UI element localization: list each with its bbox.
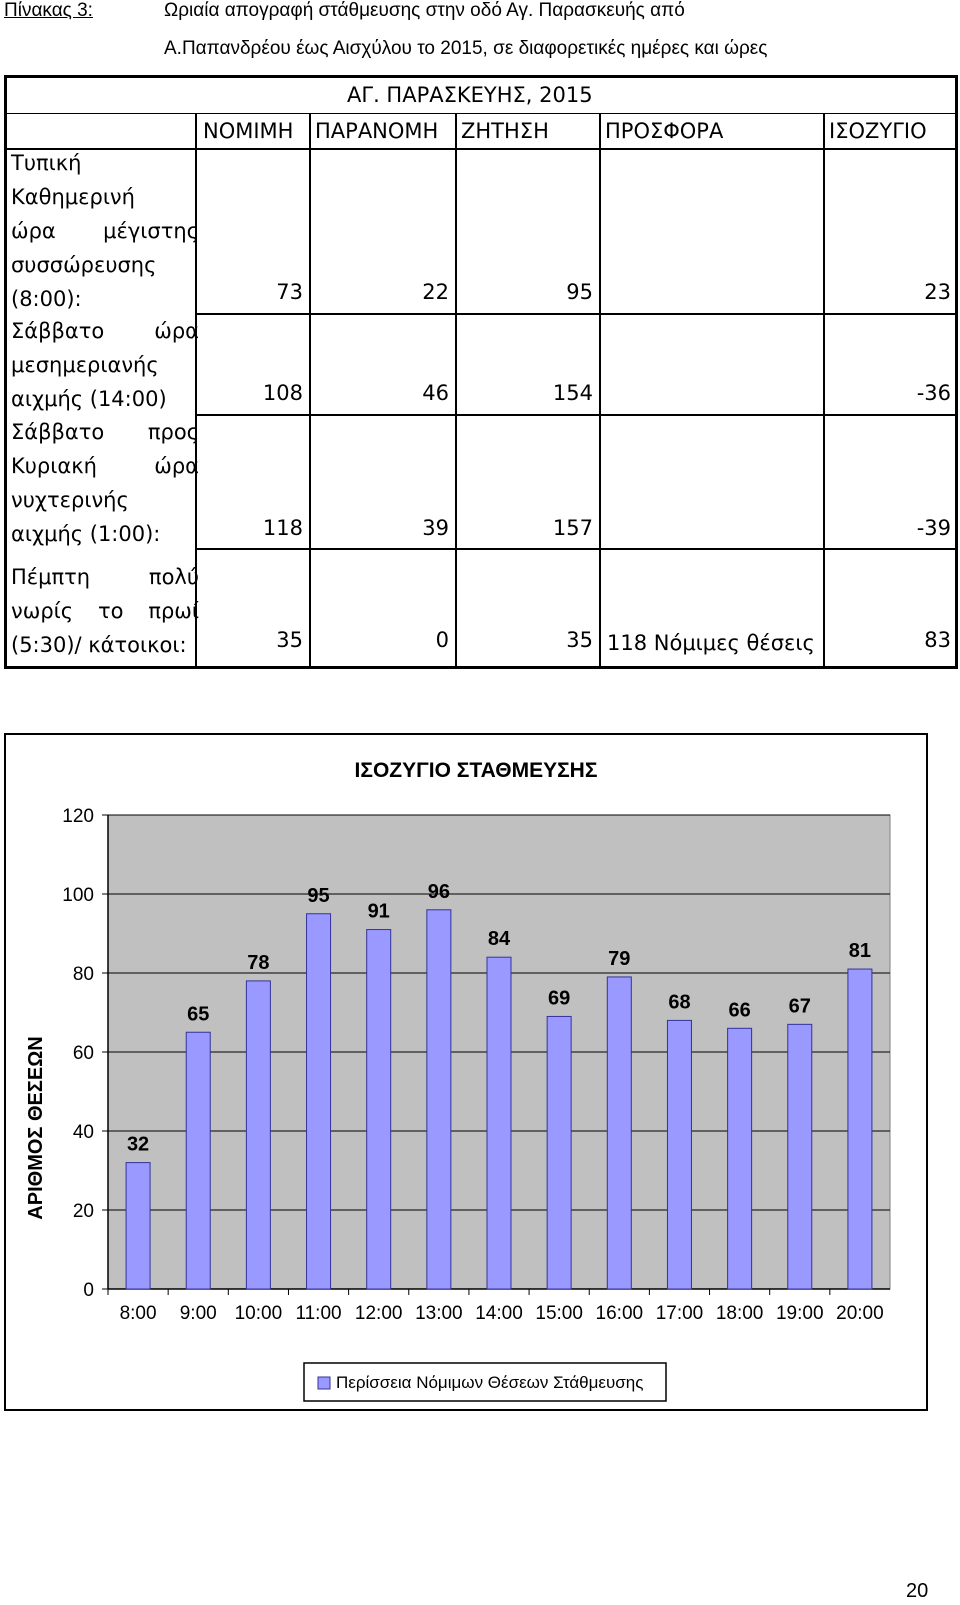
bar	[847, 968, 873, 1290]
row-label-weekday-peak: Τυπική Καθημερινή ώρα μέγιστης συσσώρευσ…	[11, 151, 199, 311]
parking-balance-chart: ΙΣΟΖΥΓΙΟ ΣΤΑΘΜΕΥΣΗΣ ΑΡΙΘΜΟΣ ΘΕΣΕΩΝ 0 20 40…	[25, 759, 891, 1402]
chart-frame: ΙΣΟΖΥΓΙΟ ΣΤΑΘΜΕΥΣΗΣ ΑΡΙΘΜΟΣ ΘΕΣΕΩΝ 0 20 40…	[4, 733, 928, 1411]
x-tick-label: 9:00	[180, 1303, 217, 1324]
x-tick-label: 15:00	[535, 1303, 583, 1324]
chart-legend: Περίσσεια Νόμιμων Θέσεων Στάθμευσης	[303, 1362, 667, 1402]
data-label: 84	[488, 928, 511, 950]
bar	[727, 1027, 753, 1290]
x-tick-label: 10:00	[235, 1303, 283, 1324]
cell-zitisi: 154	[552, 381, 593, 405]
bar	[366, 929, 392, 1290]
data-label: 91	[368, 901, 390, 923]
x-tick-label: 20:00	[836, 1303, 884, 1324]
y-tick-label: 40	[73, 1122, 94, 1143]
cell-paranomi: 22	[422, 280, 449, 304]
cell-isozygio: -36	[916, 381, 951, 405]
header-isozygio: ΙΣΟΖΥΓΙΟ	[829, 119, 927, 143]
bar	[185, 1031, 211, 1290]
cell-nomimi: 73	[276, 280, 303, 304]
row-label-saturday-night: Σάββατο προς Κυριακή ώρα νυχτερινής αιχμ…	[11, 420, 199, 546]
y-tick-label: 100	[62, 885, 94, 906]
y-tick-label: 20	[73, 1201, 94, 1222]
header-prosfora: ΠΡΟΣΦΟΡΑ	[605, 119, 724, 143]
legend-label: Περίσσεια Νόμιμων Θέσεων Στάθμευσης	[336, 1373, 643, 1392]
row-label-thursday-early: Πέμπτη πολύ νωρίς το πρωί (5:30)/ κάτοικ…	[11, 565, 199, 657]
x-tick-label: 14:00	[475, 1303, 523, 1324]
chart-title: ΙΣΟΖΥΓΙΟ ΣΤΑΘΜΕΥΣΗΣ	[355, 759, 598, 782]
cell-isozygio: 83	[924, 628, 951, 652]
data-label: 65	[187, 1003, 209, 1025]
cell-paranomi: 46	[422, 381, 449, 405]
cell-paranomi: 0	[435, 628, 449, 652]
data-label: 68	[668, 991, 690, 1013]
x-tick-label: 17:00	[656, 1303, 704, 1324]
bar	[306, 913, 332, 1290]
cell-isozygio: -39	[916, 516, 951, 540]
data-label: 81	[849, 940, 871, 962]
cell-zitisi: 157	[552, 516, 593, 540]
cell-zitisi: 95	[566, 280, 593, 304]
data-label: 78	[247, 952, 269, 974]
x-tick-label: 16:00	[596, 1303, 644, 1324]
cell-nomimi: 108	[262, 381, 303, 405]
legend-swatch	[317, 1376, 331, 1390]
bar	[486, 956, 512, 1290]
bar	[787, 1023, 813, 1290]
data-label: 66	[728, 999, 750, 1021]
row-label-saturday-midday: Σάββατο ώρα μεσημεριανής αιχμής (14:00)	[11, 319, 199, 411]
x-tick-label: 18:00	[716, 1303, 764, 1324]
cell-nomimi: 118	[262, 516, 303, 540]
cell-nomimi: 35	[276, 628, 303, 652]
x-tick-label: 12:00	[355, 1303, 403, 1324]
y-tick-label: 120	[62, 806, 94, 827]
bar	[666, 1019, 692, 1290]
data-label: 32	[127, 1134, 149, 1156]
bar	[125, 1162, 151, 1290]
plot-area: 0 20 40 60 80 100 120 32 8:00 65 9:00 78 10:00 95 11:0…	[62, 806, 891, 1324]
header-zitisi: ΖΗΤΗΣΗ	[461, 119, 549, 143]
caption-text-line1: Ωριαία απογραφή στάθμευσης στην οδό Αγ. …	[164, 0, 685, 21]
header-nomimi: ΝΟΜΙΜΗ	[203, 119, 294, 143]
x-tick-label: 8:00	[120, 1303, 157, 1324]
cell-isozygio: 23	[924, 280, 951, 304]
cell-paranomi: 39	[422, 516, 449, 540]
data-label: 96	[428, 881, 450, 903]
header-paranomi: ΠΑΡΑΝΟΜΗ	[315, 119, 439, 143]
bar	[606, 976, 632, 1290]
x-tick-label: 11:00	[295, 1303, 341, 1324]
data-label: 95	[307, 885, 329, 907]
x-tick-label: 13:00	[415, 1303, 463, 1324]
bar	[426, 909, 452, 1290]
chart-y-axis-label: ΑΡΙΘΜΟΣ ΘΕΣΕΩΝ	[25, 1036, 47, 1219]
bar	[546, 1015, 572, 1290]
page-number: 20	[906, 1580, 929, 1602]
cell-zitisi: 35	[566, 628, 593, 652]
caption-label: Πίνακας 3:	[4, 0, 93, 21]
legend-box	[303, 1362, 667, 1402]
data-label: 67	[789, 995, 811, 1017]
data-label: 69	[548, 987, 570, 1009]
data-label: 79	[608, 948, 630, 970]
y-tick-label: 80	[73, 964, 94, 985]
x-tick-label: 19:00	[776, 1303, 824, 1324]
parking-table: ΑΓ. ΠΑΡΑΣΚΕΥΗΣ, 2015 ΝΟΜΙΜΗ ΠΑΡΑΝΟΜΗ ΖΗΤ…	[4, 75, 958, 669]
y-tick-label: 60	[73, 1043, 94, 1064]
caption-text-line2: Α.Παπανδρέου έως Αισχύλου το 2015, σε δι…	[164, 38, 768, 59]
bar	[245, 980, 271, 1290]
cell-prosfora: 118 Νόμιμες θέσεις	[607, 631, 815, 655]
y-tick-label: 0	[83, 1280, 94, 1301]
table-title: ΑΓ. ΠΑΡΑΣΚΕΥΗΣ, 2015	[347, 83, 593, 107]
